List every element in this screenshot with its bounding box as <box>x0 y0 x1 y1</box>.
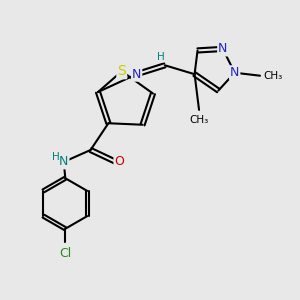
Text: N: N <box>218 42 227 56</box>
Text: Cl: Cl <box>59 247 71 260</box>
Text: N: N <box>132 68 141 81</box>
Text: S: S <box>117 64 126 78</box>
Text: N: N <box>230 66 239 79</box>
Text: CH₃: CH₃ <box>263 71 282 81</box>
Text: H: H <box>157 52 164 62</box>
Text: O: O <box>114 155 124 168</box>
Text: N: N <box>59 155 68 168</box>
Text: CH₃: CH₃ <box>189 115 209 125</box>
Text: H: H <box>52 152 59 161</box>
